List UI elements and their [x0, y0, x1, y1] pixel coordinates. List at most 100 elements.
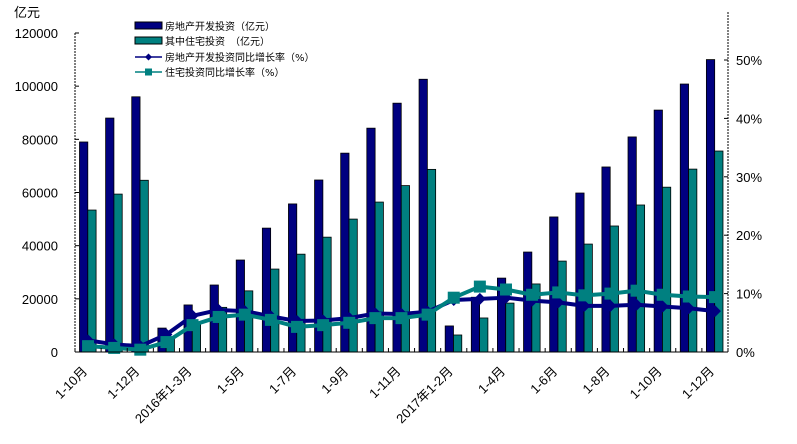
marker-square — [134, 343, 147, 356]
marker-square — [447, 291, 460, 304]
x-tick-label: 2017年1-2月 — [393, 364, 456, 427]
marker-square — [395, 312, 408, 325]
left-tick-label: 120000 — [15, 26, 58, 41]
legend-label-total: 房地产开发投资（亿元） — [165, 20, 275, 33]
x-tick-label: 1-4月 — [475, 364, 508, 397]
marker-diamond — [473, 292, 486, 305]
right-tick-label: 10% — [736, 287, 762, 302]
bar-residential — [479, 317, 489, 353]
marker-square — [526, 288, 539, 301]
x-tick-label: 1-10月 — [627, 364, 665, 402]
legend-label-total-growth: 房地产开发投资同比增长率（%） — [165, 51, 315, 64]
marker-square — [578, 289, 591, 302]
marker-square — [630, 284, 643, 297]
left-tick-label: 0 — [51, 345, 58, 360]
bar-total — [261, 227, 272, 353]
legend: 房地产开发投资（亿元） 其中住宅投资 （亿元） 房地产开发投资同比增长率（%） … — [134, 20, 315, 79]
marker-diamond — [708, 305, 721, 318]
left-tick-label: 80000 — [22, 132, 58, 147]
marker-diamond — [552, 296, 565, 309]
marker-square — [186, 319, 199, 332]
left-axis-unit: 亿元 — [14, 5, 40, 20]
marker-square — [473, 280, 486, 293]
x-tick-label: 1-11月 — [366, 364, 404, 402]
bar-residential — [322, 236, 332, 353]
x-tick-label: 1-10月 — [52, 364, 90, 402]
bar-residential — [87, 209, 97, 353]
bar-residential — [139, 179, 149, 353]
bar-residential — [714, 150, 724, 353]
left-tick-label: 40000 — [22, 239, 58, 254]
bar-residential — [688, 168, 698, 353]
bar-residential — [400, 185, 410, 353]
marker-square — [604, 287, 617, 300]
marker-square — [108, 341, 121, 354]
bar-residential — [505, 302, 515, 353]
marker-square — [82, 340, 95, 353]
marker-square — [238, 308, 251, 321]
marker-square — [343, 316, 356, 329]
marker-square — [656, 288, 669, 301]
marker-diamond — [578, 299, 591, 312]
x-tick-label: 1-7月 — [266, 364, 299, 397]
marker-square — [552, 286, 565, 299]
bar-residential — [662, 186, 672, 353]
marker-square — [499, 283, 512, 296]
marker-square — [212, 310, 225, 323]
x-tick-label: 1-12月 — [679, 364, 717, 402]
marker-diamond — [630, 298, 643, 311]
marker-diamond — [186, 309, 199, 322]
left-tick-label: 100000 — [15, 79, 58, 94]
x-tick-label: 1-12月 — [104, 364, 142, 402]
right-tick-label: 30% — [736, 170, 762, 185]
x-tick-label: 2016年1-3月 — [132, 364, 195, 427]
bar-residential — [244, 290, 254, 353]
right-tick-label: 0% — [736, 345, 755, 360]
bar-total — [470, 296, 480, 353]
bar-residential — [374, 201, 384, 353]
bar-total — [601, 166, 611, 353]
right-tick-label: 50% — [736, 53, 762, 68]
marker-diamond — [604, 299, 617, 312]
marker-square — [421, 308, 434, 321]
marker-square — [160, 336, 173, 349]
legend-swatch-total — [134, 21, 163, 30]
bar-residential — [296, 253, 306, 353]
bar-residential — [635, 204, 646, 353]
marker-square — [317, 319, 330, 332]
legend-label-residential-growth: 住宅投资同比增长率（%） — [165, 66, 285, 79]
bar-total — [131, 96, 141, 353]
bar-residential — [426, 168, 437, 353]
bar-residential — [270, 268, 280, 353]
legend-swatch-residential — [134, 36, 163, 45]
bar-total — [235, 259, 245, 353]
right-tick-label: 40% — [736, 111, 762, 126]
marker-square — [291, 320, 304, 333]
bar-residential — [453, 334, 463, 353]
bar-total — [444, 325, 454, 353]
left-tick-label: 20000 — [22, 292, 58, 307]
marker-square — [708, 291, 721, 304]
bar-total — [105, 117, 115, 353]
bar-total — [627, 136, 637, 353]
marker-diamond — [656, 300, 669, 313]
right-tick-label: 20% — [736, 228, 762, 243]
x-tick-label: 1-9月 — [318, 364, 351, 397]
bar-residential — [113, 193, 123, 353]
x-tick-label: 1-6月 — [527, 364, 560, 397]
marker-square — [369, 312, 382, 325]
bar-residential — [348, 218, 358, 353]
bar-total — [549, 216, 559, 353]
bar-total — [653, 109, 663, 353]
marker-square — [264, 313, 277, 326]
bar-total — [79, 141, 89, 353]
x-tick-label: 1-5月 — [214, 364, 247, 397]
x-tick-label: 1-8月 — [579, 364, 612, 397]
legend-square-icon — [145, 68, 152, 76]
marker-square — [682, 290, 695, 303]
bar-total — [575, 192, 585, 353]
marker-diamond — [682, 302, 695, 315]
legend-label-residential: 其中住宅投资 （亿元） — [165, 35, 270, 48]
left-tick-label: 60000 — [22, 186, 58, 201]
